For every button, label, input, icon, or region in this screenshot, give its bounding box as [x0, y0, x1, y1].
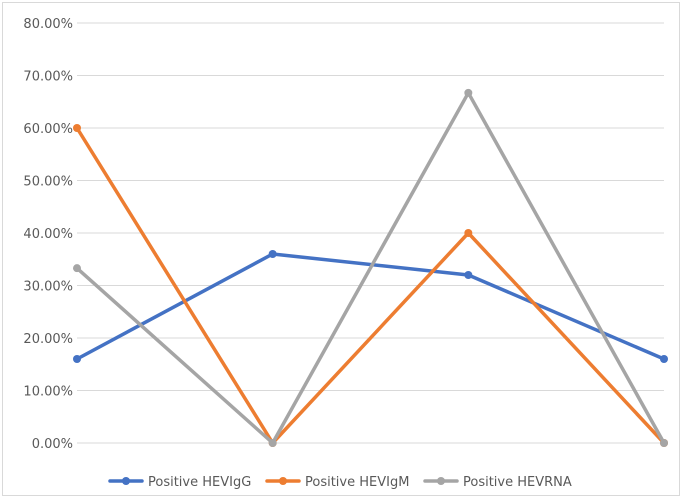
legend-item: Positive HEVRNA — [423, 475, 572, 490]
legend-marker — [437, 477, 445, 485]
legend-label: Positive HEVIgM — [305, 475, 409, 490]
y-tick-label: 80.00% — [23, 17, 73, 32]
data-point — [464, 229, 473, 237]
data-point — [268, 439, 277, 447]
legend-marker — [279, 477, 287, 485]
series-2 — [73, 88, 668, 447]
y-tick-label: 50.00% — [23, 175, 73, 190]
series-line — [75, 91, 666, 445]
line-chart: 0.00% 10.00% 20.00% 30.00% 40.00% 50.00% 60.00… — [23, 17, 668, 490]
data-point — [73, 264, 81, 273]
data-point — [73, 124, 81, 132]
y-tick-label: 0.00% — [32, 437, 73, 452]
legend-item: Positive HEVIgG — [108, 475, 251, 490]
data-point — [660, 355, 668, 363]
data-point — [268, 250, 277, 258]
y-tick-label: 10.00% — [23, 385, 73, 400]
data-point — [660, 439, 668, 447]
data-point — [464, 88, 473, 97]
data-point — [73, 355, 81, 363]
legend: Positive HEVIgG Positive HEVIgM Positive H… — [108, 475, 572, 490]
y-tick-label: 40.00% — [23, 227, 73, 242]
legend-label: Positive HEVIgG — [148, 475, 251, 490]
y-tick-label: 60.00% — [23, 122, 73, 137]
y-tick-label: 30.00% — [23, 280, 73, 295]
y-tick-label: 70.00% — [23, 70, 73, 85]
y-axis-tick-labels: 0.00% 10.00% 20.00% 30.00% 40.00% 50.00% 60.00… — [23, 17, 73, 452]
legend-item: Positive HEVIgM — [265, 475, 409, 490]
legend-label: Positive HEVRNA — [463, 475, 572, 490]
chart-area: 0.00% 10.00% 20.00% 30.00% 40.00% 50.00% 60.00… — [2, 2, 680, 496]
legend-marker — [122, 477, 130, 485]
series-line — [75, 126, 666, 445]
series-lines — [73, 88, 668, 447]
y-tick-label: 20.00% — [23, 332, 73, 347]
data-point — [464, 271, 473, 279]
gridlines — [77, 22, 664, 444]
